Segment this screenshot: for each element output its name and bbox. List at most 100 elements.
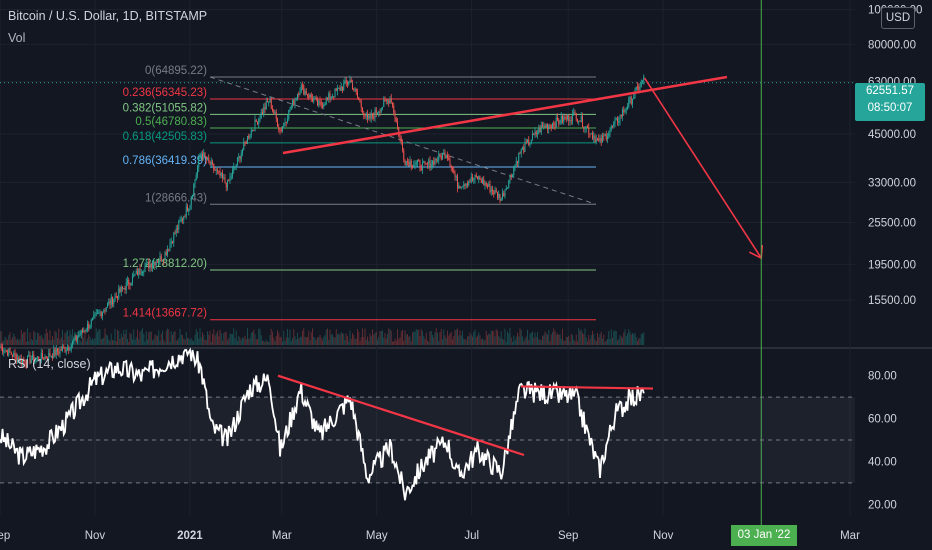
volume-bar — [3, 340, 5, 345]
volume-bar — [39, 335, 41, 345]
volume-bar — [294, 336, 296, 345]
volume-bar — [279, 336, 281, 345]
candle-body — [354, 88, 356, 90]
candle-body — [462, 186, 463, 188]
candle-body — [522, 146, 523, 150]
candle-body — [294, 99, 296, 105]
fib-trend-dashed — [209, 76, 597, 205]
candle-body — [245, 142, 247, 144]
volume-bar — [87, 338, 88, 345]
candle-body — [224, 177, 226, 183]
volume-bar — [390, 330, 392, 345]
price-tick-label: 45000.00 — [868, 129, 916, 141]
candle-body — [548, 125, 550, 129]
candle-body — [113, 299, 115, 305]
volume-bar — [477, 335, 478, 345]
volume-bar — [629, 331, 631, 345]
candle-body — [30, 359, 32, 363]
volume-bar — [429, 331, 431, 345]
volume-bar — [63, 339, 65, 345]
volume-bar — [489, 333, 491, 345]
candle-body — [378, 111, 380, 113]
volume-bar — [260, 335, 262, 345]
volume-bar — [5, 338, 7, 345]
candle-body — [407, 160, 408, 162]
volume-bar — [317, 337, 318, 345]
candle-body — [148, 262, 150, 268]
rsi-tick-label: 80.00 — [868, 371, 897, 383]
candle-body — [503, 192, 505, 197]
candle-body — [454, 172, 456, 177]
candle-body — [512, 175, 513, 177]
volume-bar — [163, 339, 165, 345]
volume-bar — [174, 331, 176, 345]
volume-bar — [252, 331, 253, 345]
volume-bar — [220, 333, 222, 345]
volume-bar — [515, 336, 517, 345]
candle-body — [177, 228, 178, 230]
candle-body — [249, 135, 251, 138]
candle-body — [444, 152, 446, 159]
candle-body — [393, 105, 395, 113]
candle-body — [107, 303, 108, 308]
volume-bar — [85, 341, 87, 345]
volume-bar — [239, 337, 241, 345]
candle-body — [7, 350, 8, 356]
candle-body — [358, 97, 360, 101]
volume-bar — [212, 333, 213, 345]
volume-bar — [415, 328, 417, 345]
candle-body — [440, 155, 442, 160]
candle-body — [20, 358, 22, 364]
volume-bar — [548, 329, 550, 345]
candle-body — [185, 206, 187, 217]
volume-bar — [574, 341, 576, 345]
volume-bar — [325, 329, 327, 345]
candle-body — [292, 100, 293, 107]
candle-body — [208, 157, 210, 162]
candle-body — [272, 108, 273, 111]
volume-bar — [272, 331, 273, 345]
candle-body — [178, 221, 180, 230]
volume-bar — [625, 336, 627, 345]
candle-body — [428, 160, 430, 165]
volume-bar — [472, 336, 473, 345]
candle-body — [437, 160, 438, 162]
volume-bar — [80, 341, 82, 345]
volume-bar — [392, 341, 393, 345]
volume-bar — [568, 335, 570, 345]
volume-bar — [540, 340, 542, 345]
volume-bar — [4, 336, 6, 345]
candle-body — [587, 126, 588, 128]
candle-body — [338, 87, 340, 89]
volume-bar — [229, 333, 231, 345]
volume-bar — [448, 335, 450, 345]
candle-body — [13, 352, 15, 357]
volume-bar — [22, 333, 23, 345]
volume-bar — [359, 341, 361, 345]
volume-bar — [68, 336, 70, 345]
volume-bar — [47, 332, 48, 345]
volume-bar — [639, 337, 641, 345]
volume-bar — [50, 340, 52, 345]
volume-bar — [72, 329, 73, 345]
volume-bar — [118, 330, 120, 345]
candle-body — [523, 146, 525, 152]
candle-body — [430, 164, 432, 168]
candle-body — [114, 296, 116, 300]
candle-body — [222, 173, 223, 178]
volume-bar — [290, 341, 292, 345]
currency-button[interactable]: USD — [881, 7, 915, 29]
candle-body — [487, 185, 488, 187]
volume-bar — [298, 338, 300, 345]
bar-countdown: 08:50:07 — [867, 102, 913, 114]
volume-bar — [109, 340, 111, 345]
candle-body — [458, 185, 460, 189]
candle-body — [305, 90, 307, 95]
candle-body — [204, 152, 206, 157]
volume-bar — [43, 339, 45, 345]
volume-bar — [618, 339, 620, 345]
volume-bar — [494, 336, 496, 345]
candle-body — [334, 88, 336, 97]
volume-bar — [278, 332, 280, 345]
